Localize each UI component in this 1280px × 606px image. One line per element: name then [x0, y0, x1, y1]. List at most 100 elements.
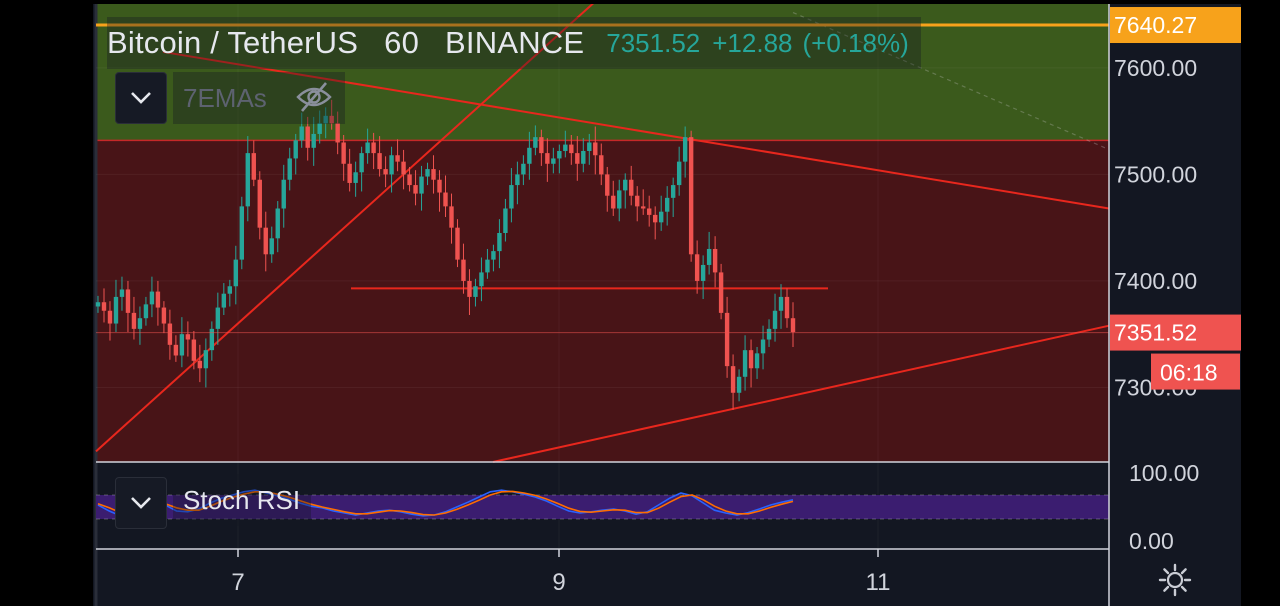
price-chart[interactable]: 7600.007500.007400.007300.007640.277351.…: [93, 4, 1241, 606]
candle-body: [353, 172, 358, 183]
stoch-k-line: [97, 489, 794, 517]
candle-body: [790, 318, 796, 333]
stoch-d-line: [97, 490, 794, 516]
candle-body: [323, 115, 328, 124]
gear-icon: [1158, 563, 1192, 597]
candle-body: [407, 174, 412, 186]
candle-body: [527, 147, 532, 164]
candle-body: [215, 307, 221, 329]
last-price-label: 7351.52: [1114, 320, 1197, 346]
ascending-trendline: [95, 4, 595, 453]
candle-body: [491, 251, 496, 260]
candle-body: [449, 206, 454, 228]
candle-body: [275, 208, 280, 239]
candle-body: [581, 150, 586, 164]
candle-body: [179, 334, 185, 356]
candle-body: [209, 328, 215, 351]
collapse-rsi-button[interactable]: [115, 477, 167, 529]
candle-body: [730, 366, 736, 393]
candle-body: [227, 286, 233, 294]
price-tick-label: 7400.00: [1114, 268, 1197, 294]
price-tick-label: 7600.00: [1114, 55, 1197, 81]
candle-body: [221, 293, 227, 308]
candle-body: [395, 155, 400, 162]
candle-body: [173, 344, 179, 356]
candle-body: [587, 142, 592, 151]
candle-body: [119, 289, 125, 297]
eye-off-icon: [296, 82, 332, 112]
candle-body: [718, 272, 724, 313]
candle-body: [545, 153, 550, 164]
candle-body: [155, 291, 161, 308]
price-axis-background: [1109, 4, 1241, 606]
chevron-down-icon: [131, 92, 151, 104]
symbol-name: Bitcoin / TetherUS: [107, 25, 359, 60]
collapse-indicators-button[interactable]: [115, 72, 167, 124]
toggle-visibility-button[interactable]: [295, 80, 333, 119]
candle-body: [263, 227, 268, 255]
support-trendline: [492, 324, 1110, 463]
candle-body: [365, 142, 370, 154]
candle-body: [611, 195, 616, 209]
chart-settings-button[interactable]: [1157, 562, 1193, 603]
candle-body: [233, 259, 239, 287]
candle-body: [245, 153, 250, 207]
candle-body: [503, 208, 508, 233]
descending-trendline: [162, 50, 1110, 210]
ema-indicator-label: 7EMAs: [183, 82, 267, 113]
candle-body: [635, 195, 640, 207]
candle-body: [712, 248, 718, 273]
last-price-quote: 7351.52: [606, 27, 701, 58]
stoch-rsi-legend[interactable]: Stoch RSI: [173, 474, 311, 526]
candle-body: [239, 206, 244, 260]
candle-body: [335, 123, 340, 143]
candle-body: [742, 350, 748, 377]
dashed-guide-line: [792, 11, 1106, 149]
candle-body: [293, 140, 298, 159]
candle-body: [784, 296, 790, 319]
candle-body: [509, 185, 514, 209]
candle-body: [593, 142, 598, 156]
candle-body: [107, 310, 113, 324]
candle-body: [700, 264, 706, 281]
candle-body: [347, 163, 352, 183]
last-price-marker: [1110, 314, 1241, 351]
candle-body: [461, 259, 466, 281]
alert-price-marker: [1110, 7, 1241, 44]
candle-body: [185, 334, 191, 340]
candle-body: [736, 376, 742, 393]
candle-body: [629, 179, 634, 196]
change-value: +12.88: [712, 27, 793, 58]
chart-screen[interactable]: 7600.007500.007400.007300.007640.277351.…: [93, 4, 1241, 606]
time-tick-label: 11: [866, 569, 891, 596]
candle-body: [101, 302, 107, 311]
chevron-down-icon: [131, 497, 151, 509]
candle-body: [569, 144, 574, 154]
candle-body: [251, 153, 256, 180]
candle-body: [724, 312, 730, 367]
candle-body: [167, 323, 173, 345]
candle-body: [664, 197, 670, 212]
candle-body: [748, 350, 754, 369]
candle-body: [605, 174, 610, 196]
ema-indicator-legend[interactable]: 7EMAs: [173, 72, 345, 124]
candle-body: [269, 238, 274, 255]
candle-body: [203, 350, 209, 369]
candle-body: [647, 208, 652, 215]
candle-body: [467, 280, 472, 297]
change-percent: (+0.18%): [802, 27, 909, 58]
candle-body: [623, 179, 628, 191]
candle-body: [287, 158, 292, 180]
candle-body: [497, 233, 502, 252]
time-tick-label: 9: [552, 569, 565, 596]
candle-body: [473, 286, 478, 297]
candle-body: [778, 296, 784, 311]
candle-body: [521, 163, 526, 175]
candle-body: [557, 150, 562, 159]
candle-body: [688, 137, 694, 255]
candle-body: [371, 142, 376, 154]
candle-body: [305, 126, 310, 148]
countdown-label: 06:18: [1160, 360, 1218, 386]
candle-body: [257, 179, 262, 228]
interval[interactable]: 60: [384, 25, 420, 60]
